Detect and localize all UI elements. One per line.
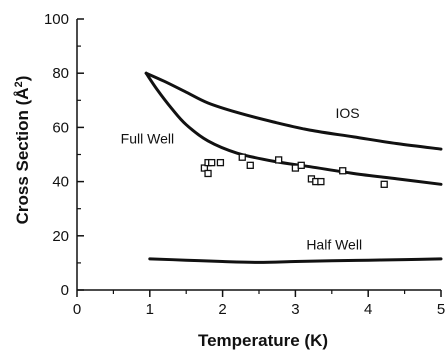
curve-label-half-well: Half Well (306, 236, 362, 252)
y-tick-label: 40 (52, 174, 69, 191)
data-point-marker (317, 177, 325, 186)
data-point-marker (204, 169, 212, 178)
y-tick-label: 100 (44, 11, 69, 28)
x-tick-label: 1 (146, 301, 154, 318)
y-axis-title-close: ) (13, 76, 32, 82)
x-tick-label: 3 (291, 301, 299, 318)
curve-label-ios: IOS (335, 105, 359, 121)
axes: 0 20 40 60 80 100 0 1 2 3 4 5 (44, 11, 445, 318)
y-tick-label: 80 (52, 65, 69, 82)
x-tick-label: 4 (364, 301, 372, 318)
x-tick-label: 0 (73, 301, 81, 318)
data-point-marker (339, 167, 347, 175)
data-point-marker (238, 153, 246, 161)
y-tick-label: 60 (52, 119, 69, 136)
y-axis-title: Cross Section (Å2) (13, 76, 32, 225)
y-axis-title-superscript: 2 (13, 81, 25, 87)
data-point-marker (380, 180, 388, 188)
data-point-marker (291, 164, 300, 172)
x-tick-label: 2 (218, 301, 226, 318)
series-line-half-well (148, 257, 443, 264)
y-tick-label: 0 (61, 282, 69, 299)
series-line-full-well (144, 71, 443, 186)
data-point-marker (297, 161, 305, 169)
data-point-marker (246, 161, 254, 169)
data-point-marker (208, 158, 216, 167)
annotation-layer: IOS Full Well Half Well (121, 105, 362, 252)
data-point-marker (275, 156, 283, 164)
y-axis-title-main: Cross Section (Å (13, 87, 32, 224)
x-axis-title: Temperature (K) (198, 331, 328, 350)
y-tick-label: 20 (52, 228, 69, 245)
series-line-ios (144, 71, 443, 151)
series-layer (144, 71, 443, 264)
data-point-marker (216, 158, 225, 167)
x-tick-label: 5 (437, 301, 445, 318)
curve-label-full-well: Full Well (121, 131, 174, 147)
